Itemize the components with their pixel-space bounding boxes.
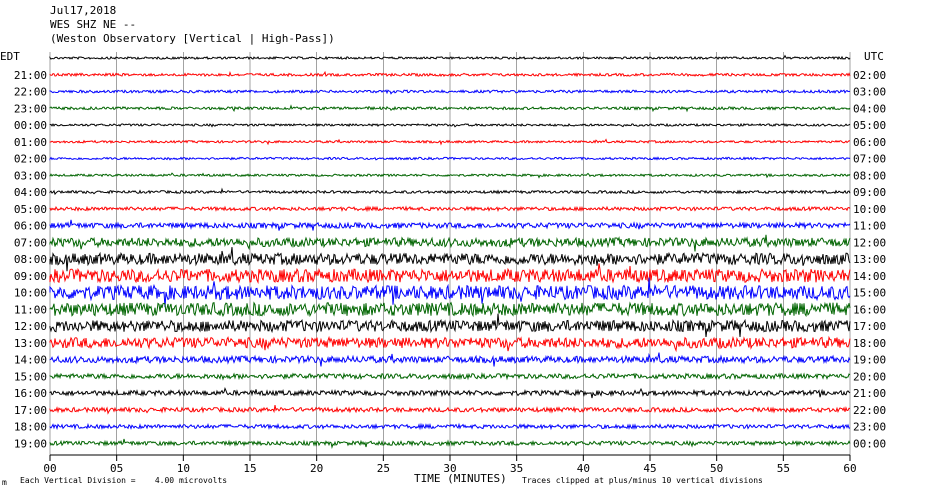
edt-label-14: 10:00	[14, 287, 47, 300]
x-tick-label-10: 50	[710, 462, 723, 475]
trace-row-14	[49, 277, 851, 308]
x-tick-label-11: 55	[777, 462, 790, 475]
utc-label-11: 12:00	[853, 236, 886, 249]
trace-row-11	[49, 234, 851, 252]
clip-note: Traces clipped at plus/minus 10 vertical…	[522, 476, 763, 485]
edt-label-2: 22:00	[14, 86, 47, 99]
utc-label-19: 20:00	[853, 370, 886, 383]
trace-row-20	[49, 387, 851, 399]
utc-label-7: 08:00	[853, 169, 886, 182]
trace-row-7	[49, 172, 851, 179]
edt-label-9: 05:00	[14, 203, 47, 216]
utc-label-15: 16:00	[853, 303, 886, 316]
x-tick-label-1: 05	[110, 462, 123, 475]
edt-label-19: 15:00	[14, 370, 47, 383]
x-axis: 00 05 10 15 20 25 30 35 40 45 50 55 60	[43, 454, 857, 475]
left-axis-title: EDT	[0, 50, 20, 63]
trace-row-9	[49, 205, 851, 213]
utc-label-2: 03:00	[853, 86, 886, 99]
utc-label-4: 05:00	[853, 119, 886, 132]
x-tick-label-9: 45	[643, 462, 656, 475]
edt-label-5: 01:00	[14, 136, 47, 149]
trace-row-10	[49, 219, 851, 231]
edt-label-11: 07:00	[14, 236, 47, 249]
trace-row-17	[49, 335, 851, 353]
trace-row-4	[49, 122, 851, 128]
utc-label-12: 13:00	[853, 253, 886, 266]
trace-row-0	[49, 54, 851, 61]
trace-row-3	[49, 104, 851, 113]
x-tick-label-5: 25	[377, 462, 390, 475]
trace-row-16	[49, 313, 851, 338]
edt-label-7: 03:00	[14, 169, 47, 182]
header-source: (Weston Observatory [Vertical | High-Pas…	[50, 32, 335, 45]
edt-label-15: 11:00	[14, 303, 47, 316]
edt-label-3: 23:00	[14, 102, 47, 115]
row-label-group: 21:00 02:00 22:00 03:00 23:00 04:00 00:00 05:00…	[14, 69, 886, 451]
trace-row-5	[49, 138, 851, 146]
utc-label-13: 14:00	[853, 270, 886, 283]
utc-label-22: 23:00	[853, 421, 886, 434]
x-tick-label-4: 20	[310, 462, 323, 475]
utc-label-8: 09:00	[853, 186, 886, 199]
edt-label-1: 21:00	[14, 69, 47, 82]
edt-label-21: 17:00	[14, 404, 47, 417]
utc-label-3: 04:00	[853, 102, 886, 115]
edt-label-20: 16:00	[14, 387, 47, 400]
utc-label-18: 19:00	[853, 354, 886, 367]
edt-label-6: 02:00	[14, 153, 47, 166]
utc-label-23: 00:00	[853, 437, 886, 450]
utc-label-14: 15:00	[853, 287, 886, 300]
trace-row-18	[49, 352, 851, 367]
trace-row-12	[49, 247, 851, 272]
utc-label-9: 10:00	[853, 203, 886, 216]
x-axis-label: TIME (MINUTES)	[414, 472, 507, 485]
x-tick-label-3: 15	[243, 462, 256, 475]
scale-note: Each Vertical Division = 4.00 microvolts	[20, 476, 228, 485]
trace-row-19	[49, 371, 851, 381]
x-tick-label-7: 35	[510, 462, 523, 475]
utc-label-5: 06:00	[853, 136, 886, 149]
edt-label-10: 06:00	[14, 220, 47, 233]
trace-row-2	[49, 88, 851, 95]
utc-label-1: 02:00	[853, 69, 886, 82]
edt-label-12: 08:00	[14, 253, 47, 266]
utc-label-21: 22:00	[853, 404, 886, 417]
x-tick-label-2: 10	[177, 462, 190, 475]
trace-row-8	[49, 187, 851, 196]
header-date: Jul17,2018	[50, 4, 117, 17]
trace-row-1	[49, 70, 851, 78]
trace-row-23	[49, 438, 851, 449]
edt-label-8: 04:00	[14, 186, 47, 199]
edt-label-4: 00:00	[14, 119, 47, 132]
edt-label-16: 12:00	[14, 320, 47, 333]
trace-row-6	[49, 156, 851, 161]
edt-label-23: 19:00	[14, 437, 47, 450]
edt-label-17: 13:00	[14, 337, 47, 350]
edt-label-22: 18:00	[14, 421, 47, 434]
x-tick-label-8: 40	[577, 462, 590, 475]
trace-row-13	[49, 263, 851, 285]
utc-label-6: 07:00	[853, 153, 886, 166]
right-axis-title: UTC	[864, 50, 884, 63]
trace-row-21	[49, 405, 851, 415]
x-tick-label-12: 60	[843, 462, 856, 475]
edt-label-13: 09:00	[14, 270, 47, 283]
trace-row-15	[49, 301, 851, 318]
trace-row-22	[49, 422, 851, 431]
vertical-grid	[49, 52, 851, 455]
x-tick-label-6: 30	[443, 462, 456, 475]
utc-label-20: 21:00	[853, 387, 886, 400]
corner-mark: m	[2, 478, 7, 487]
utc-label-10: 11:00	[853, 220, 886, 233]
x-tick-label-0: 00	[43, 462, 56, 475]
header-station: WES SHZ NE --	[50, 18, 137, 31]
trace-group	[49, 54, 851, 449]
edt-label-18: 14:00	[14, 354, 47, 367]
utc-label-16: 17:00	[853, 320, 886, 333]
utc-label-17: 18:00	[853, 337, 886, 350]
